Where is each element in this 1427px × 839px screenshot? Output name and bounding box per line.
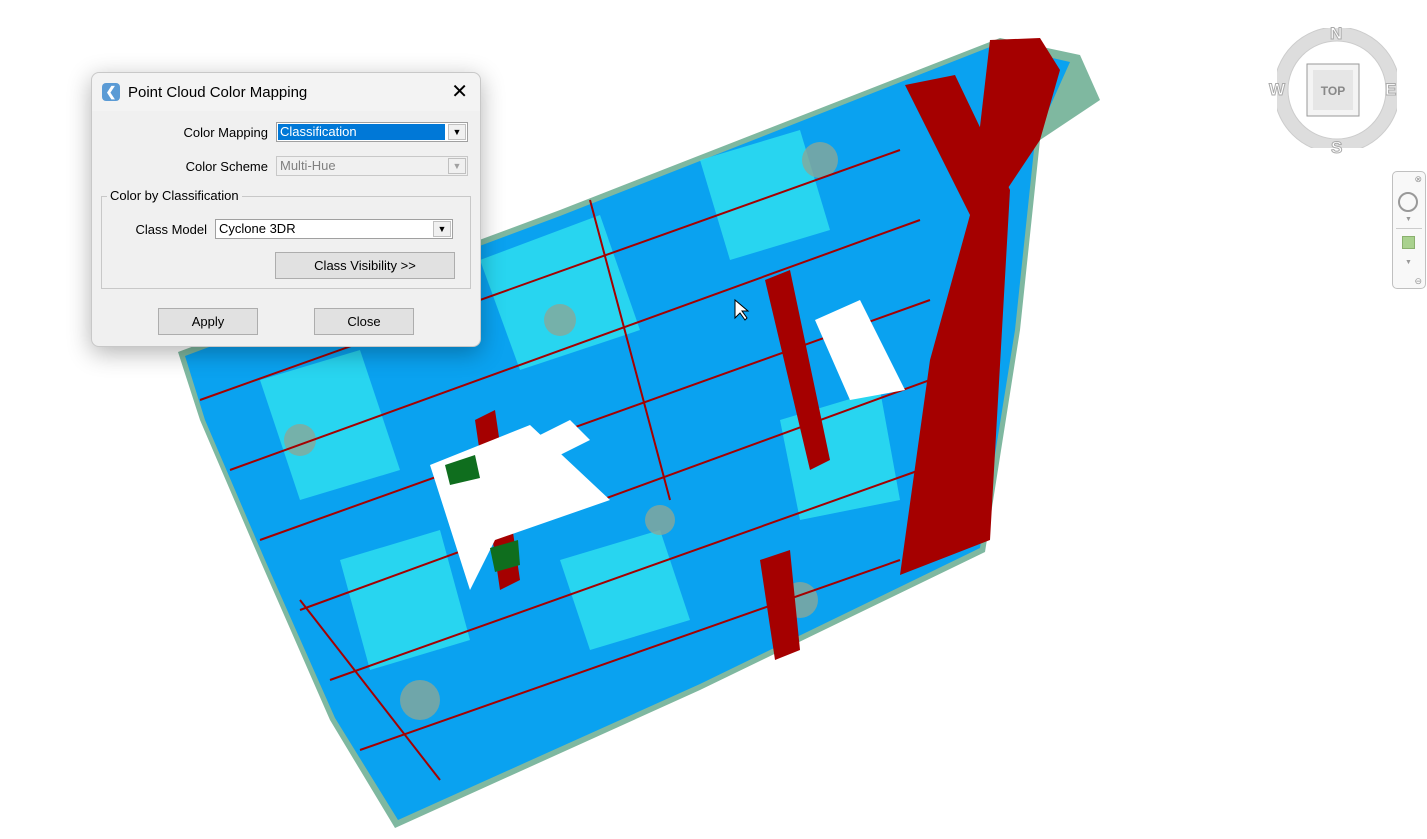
viewcube-top-label[interactable]: TOP [1320,84,1346,98]
dialog-titlebar[interactable]: ❮ Point Cloud Color Mapping ✕ [92,73,480,111]
app-logo-icon: ❮ [102,83,120,101]
chevron-down-icon[interactable]: ▼ [448,124,466,140]
close-icon[interactable]: ✕ [451,81,468,103]
compass-east[interactable]: E [1384,80,1397,100]
color-scheme-label: Color Scheme [185,158,268,174]
close-button[interactable]: Close [314,308,414,335]
compass-south[interactable]: S [1330,138,1343,158]
steering-wheel-icon[interactable] [1398,192,1418,212]
color-mapping-dialog: ❮ Point Cloud Color Mapping ✕ Color Mapp… [91,72,481,347]
color-by-classification-group: Color by Classification Class Model Cycl… [101,188,471,289]
dark-green-patch [445,455,480,485]
mouse-cursor-icon [734,298,750,321]
class-visibility-button[interactable]: Class Visibility >> [275,252,455,279]
group-label: Color by Classification [107,188,242,203]
color-mapping-label: Color Mapping [183,124,268,140]
dark-green-patch [490,540,520,572]
color-mapping-select[interactable]: Classification ▼ [276,122,468,142]
chevron-down-icon[interactable]: ▼ [433,221,451,237]
apply-button[interactable]: Apply [158,308,258,335]
zoom-extents-icon[interactable] [1402,236,1415,249]
color-mapping-value: Classification [278,124,445,140]
color-scheme-select[interactable]: Multi-Hue ▼ [276,156,468,176]
building-lines [199,149,931,781]
vegetation-patches [260,130,900,670]
dialog-title: Point Cloud Color Mapping [128,83,308,101]
class-model-select[interactable]: Cyclone 3DR ▼ [215,219,453,239]
compass-ring[interactable] [1274,27,1400,153]
compass-north[interactable]: N [1329,24,1343,44]
viewcube[interactable]: TOP N S E W [1268,24,1401,158]
minimize-icon[interactable]: ⊖ [1414,276,1422,286]
chevron-down-icon: ▼ [448,158,466,174]
class-model-value: Cyclone 3DR [219,221,296,236]
chevron-down-icon[interactable]: ▼ [1405,259,1412,266]
color-scheme-value: Multi-Hue [280,158,336,173]
navigation-bar: ⊗ ▼ ▼ ⊖ [1392,171,1426,289]
close-icon[interactable]: ⊗ [1414,174,1422,184]
class-model-label: Class Model [135,221,207,237]
chevron-down-icon[interactable]: ▼ [1405,216,1412,223]
compass-west[interactable]: W [1268,80,1286,100]
